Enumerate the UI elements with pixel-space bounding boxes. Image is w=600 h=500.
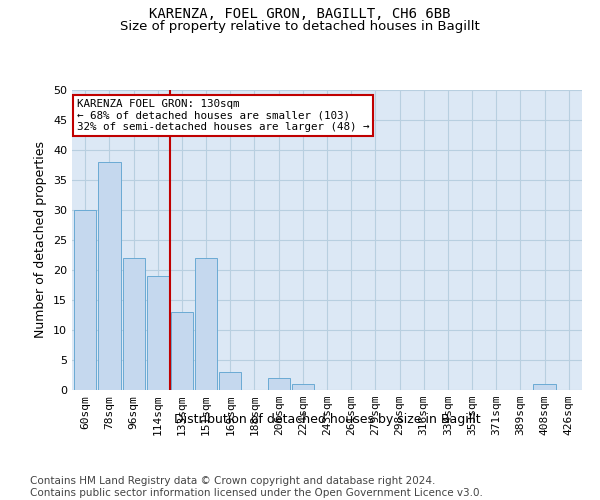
Bar (171, 312, 193, 390)
Text: Contains HM Land Registry data © Crown copyright and database right 2024.
Contai: Contains HM Land Registry data © Crown c… (30, 476, 483, 498)
Bar (533, 384, 556, 390)
Text: Distribution of detached houses by size in Bagillt: Distribution of detached houses by size … (173, 412, 481, 426)
Text: Size of property relative to detached houses in Bagillt: Size of property relative to detached ho… (120, 20, 480, 33)
Text: KARENZA, FOEL GRON, BAGILLT, CH6 6BB: KARENZA, FOEL GRON, BAGILLT, CH6 6BB (149, 8, 451, 22)
Bar (98, 162, 121, 390)
Text: KARENZA FOEL GRON: 130sqm
← 68% of detached houses are smaller (103)
32% of semi: KARENZA FOEL GRON: 130sqm ← 68% of detac… (77, 99, 370, 132)
Bar (268, 378, 290, 390)
Bar (219, 372, 241, 390)
Bar (122, 258, 145, 390)
Bar (292, 384, 314, 390)
Bar (146, 276, 169, 390)
Bar (195, 258, 217, 390)
Y-axis label: Number of detached properties: Number of detached properties (34, 142, 47, 338)
Bar (74, 210, 97, 390)
